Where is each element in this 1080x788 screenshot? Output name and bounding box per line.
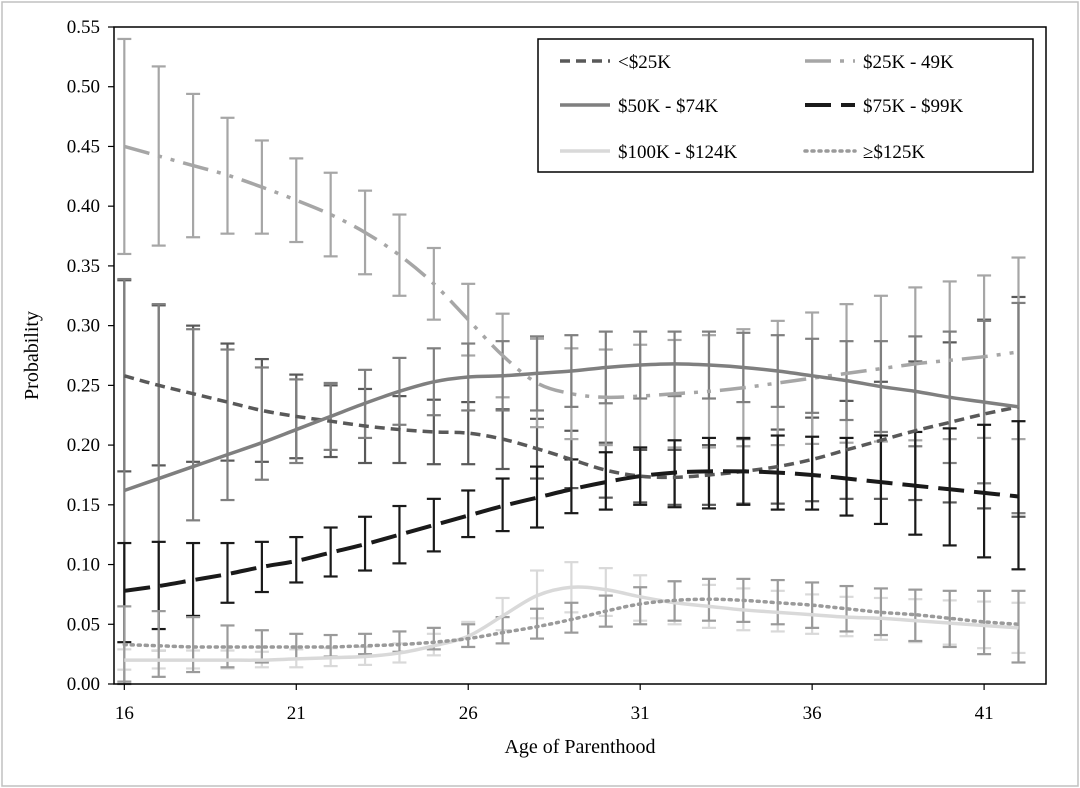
y-tick-label: 0.50 [67, 77, 100, 98]
legend-label-3: $75K - $99K [863, 96, 964, 117]
x-axis-title: Age of Parenthood [504, 736, 655, 758]
legend-box [537, 38, 1034, 173]
series-line-5 [122, 597, 1021, 649]
y-tick-label: 0.10 [67, 555, 100, 576]
x-tick-label: 36 [803, 703, 822, 724]
y-tick-label: 0.20 [67, 435, 100, 456]
y-tick-label: 0.40 [67, 196, 100, 217]
series-line-4 [124, 585, 1019, 662]
legend-label-1: $25K - 49K [863, 52, 954, 73]
x-tick-label: 31 [631, 703, 650, 724]
y-tick-label: 0.00 [67, 674, 100, 695]
legend-label-0: <$25K [618, 52, 671, 73]
x-tick-label: 16 [115, 703, 134, 724]
plot-area-frame [113, 26, 1047, 685]
legend-label-2: $50K - $74K [618, 96, 719, 117]
x-tick-label: 26 [459, 703, 478, 724]
y-tick-label: 0.05 [67, 614, 100, 635]
x-axis: 16 21 26 31 36 41 [115, 684, 994, 724]
y-tick-label: 0.35 [67, 256, 100, 277]
y-axis-title: Probability [21, 311, 43, 400]
series-lines-layer [122, 144, 1021, 662]
y-tick-label: 0.15 [67, 495, 100, 516]
series-line-3 [124, 469, 1019, 593]
y-tick-label: 0.30 [67, 316, 100, 337]
y-axis: 0.00 0.05 0.10 0.15 0.20 0.25 0.30 0.35 0.40 0.45… [67, 17, 114, 695]
series-line-0 [123, 374, 1019, 480]
x-tick-label: 21 [287, 703, 306, 724]
x-tick-label: 41 [975, 703, 994, 724]
legend-label-5: ≥$125K [863, 142, 925, 163]
legend-label-4: $100K - $124K [618, 142, 738, 163]
y-tick-label: 0.25 [67, 375, 100, 396]
y-tick-label: 0.55 [67, 17, 100, 38]
series-line-2 [123, 362, 1019, 493]
legend: <$25K $25K - 49K $50K - $74K $75K - $99K $10… [537, 38, 1034, 173]
y-tick-label: 0.45 [67, 136, 100, 157]
